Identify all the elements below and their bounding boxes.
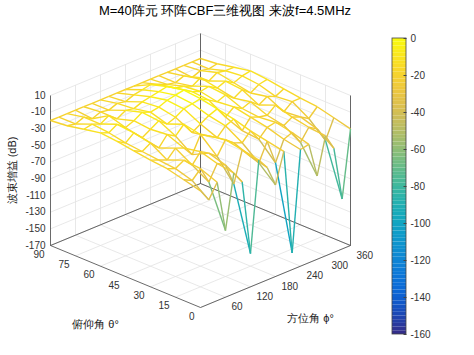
svg-text:-50: -50: [31, 140, 46, 151]
svg-text:-170: -170: [25, 239, 46, 251]
html-text:M=40阵元 环阵CBF三维视图 来波f=4.5MHz: M=40阵元 环阵CBF三维视图 来波f=4.5MHz: [98, 3, 351, 18]
svg-text:-60: -60: [411, 144, 426, 155]
svg-text:90: 90: [33, 249, 45, 260]
svg-text:-30: -30: [31, 123, 46, 134]
svg-text:-90: -90: [31, 173, 46, 184]
svg-text:75: 75: [58, 259, 70, 270]
svg-text:300: 300: [332, 260, 349, 271]
svg-text:180: 180: [282, 281, 299, 292]
svg-text:-110: -110: [26, 190, 46, 201]
svg-text:-150: -150: [25, 223, 45, 234]
svg-text:-100: -100: [411, 218, 431, 229]
svg-text:-120: -120: [411, 255, 431, 266]
svg-text:-80: -80: [411, 181, 426, 192]
svg-text:0: 0: [411, 33, 417, 44]
svg-text:-140: -140: [411, 292, 431, 303]
svg-text:10: 10: [34, 90, 46, 101]
svg-text:-160: -160: [411, 329, 431, 340]
svg-text:俯仰角 θ°: 俯仰角 θ°: [72, 318, 119, 330]
svg-text:30: 30: [133, 290, 145, 301]
svg-text:0: 0: [189, 311, 195, 322]
svg-text:360: 360: [357, 250, 374, 261]
svg-text:60: 60: [83, 269, 95, 280]
svg-text:-10: -10: [31, 106, 46, 117]
svg-text:-70: -70: [31, 156, 46, 167]
svg-text:15: 15: [158, 300, 170, 311]
svg-text:-20: -20: [411, 70, 426, 81]
svg-text:60: 60: [232, 301, 244, 312]
svg-text:-130: -130: [25, 206, 45, 217]
svg-text:方位角 ϕ°: 方位角 ϕ°: [287, 312, 334, 324]
svg-text:45: 45: [108, 280, 120, 291]
svg-text:240: 240: [307, 270, 324, 281]
svg-text:波束增益 (dB): 波束增益 (dB): [6, 137, 18, 205]
svg-text:-40: -40: [411, 107, 426, 118]
svg-text:120: 120: [257, 291, 274, 302]
